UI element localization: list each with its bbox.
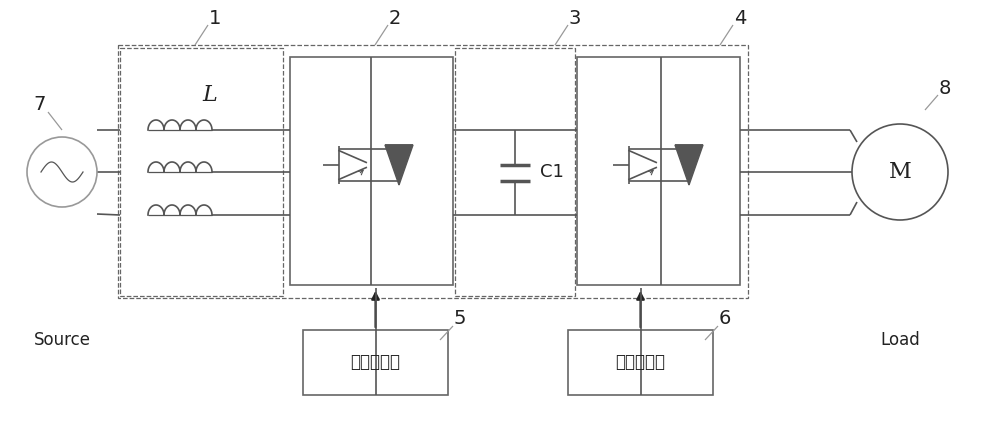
Bar: [568, 330, 713, 395]
Bar: [455, 48, 575, 296]
Bar: [118, 45, 748, 298]
Text: 5: 5: [454, 308, 466, 327]
Text: 1: 1: [209, 8, 221, 27]
Text: 6: 6: [719, 308, 731, 327]
Text: 8: 8: [939, 78, 951, 97]
Text: 整流控制器: 整流控制器: [351, 354, 400, 371]
Polygon shape: [675, 145, 703, 185]
Text: L: L: [203, 84, 217, 106]
Bar: [303, 330, 448, 395]
Text: C1: C1: [540, 163, 564, 181]
Bar: [290, 57, 453, 285]
Text: 7: 7: [34, 95, 46, 114]
Text: 逆变控制器: 逆变控制器: [616, 354, 666, 371]
Bar: [120, 48, 283, 296]
Text: 2: 2: [389, 8, 401, 27]
Text: Source: Source: [34, 331, 90, 349]
Text: Load: Load: [880, 331, 920, 349]
Bar: [577, 57, 740, 285]
Text: M: M: [889, 161, 911, 183]
Polygon shape: [385, 145, 413, 185]
Text: 4: 4: [734, 8, 746, 27]
Text: 3: 3: [569, 8, 581, 27]
